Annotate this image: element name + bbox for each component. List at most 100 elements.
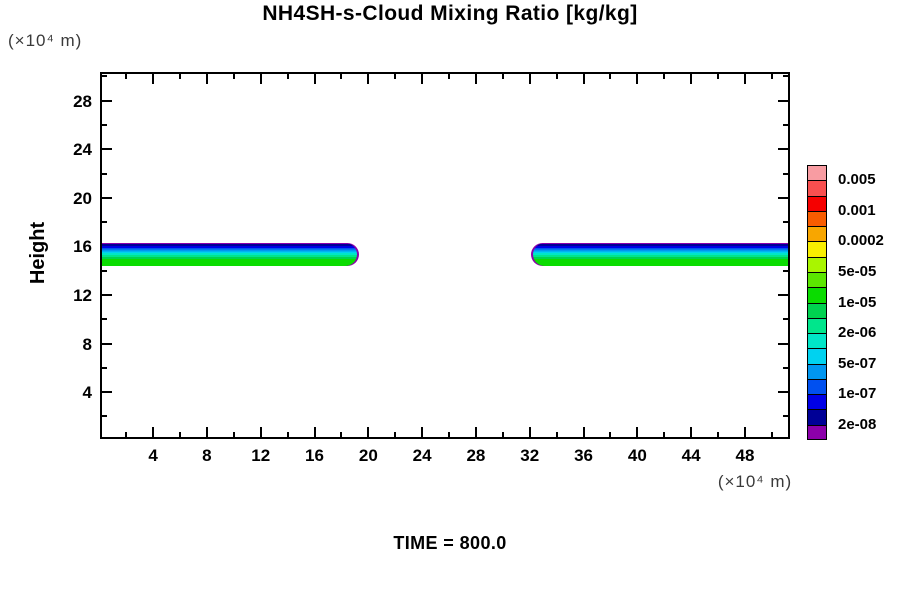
colorbar-tick-label: 2e-06 bbox=[838, 324, 877, 342]
colorbar-box bbox=[807, 364, 827, 380]
x-minor-tick bbox=[340, 74, 342, 79]
x-minor-tick bbox=[448, 74, 450, 79]
x-tick-label: 24 bbox=[412, 446, 432, 465]
x-minor-tick bbox=[502, 432, 504, 437]
x-tick-label: 40 bbox=[627, 446, 647, 465]
x-major-tick bbox=[690, 74, 692, 84]
colorbar-tick-label: 0.005 bbox=[838, 171, 876, 189]
x-major-tick bbox=[636, 427, 638, 437]
colorbar-box bbox=[807, 379, 827, 395]
x-tick-label: 16 bbox=[305, 446, 324, 465]
x-major-tick bbox=[744, 74, 746, 84]
colorbar-box bbox=[807, 348, 827, 365]
x-minor-tick bbox=[448, 432, 450, 437]
y-major-tick bbox=[778, 148, 788, 150]
x-major-tick bbox=[690, 427, 692, 437]
plot-area: 4 8 12 16 20 24 28 32 36 40 44 48 4 8 12 16 20 24 28 bbox=[73, 72, 790, 465]
time-label: TIME = 800.0 bbox=[393, 533, 507, 553]
x-minor-tick bbox=[179, 432, 181, 437]
x-minor-tick bbox=[771, 432, 773, 437]
x-tick-label: 28 bbox=[466, 446, 486, 465]
colorbar-tick-label: 1e-05 bbox=[838, 293, 877, 311]
x-major-tick bbox=[744, 427, 746, 437]
x-major-tick bbox=[475, 74, 477, 84]
x-minor-tick bbox=[609, 432, 611, 437]
x-major-tick bbox=[421, 427, 423, 437]
y-axis-unit-label: (×10⁴ m) bbox=[8, 31, 83, 50]
x-minor-tick bbox=[771, 74, 773, 79]
x-major-tick bbox=[583, 74, 585, 84]
y-minor-tick bbox=[102, 270, 107, 272]
y-minor-tick bbox=[102, 367, 107, 369]
y-minor-tick bbox=[102, 318, 107, 320]
x-major-tick bbox=[636, 74, 638, 84]
y-tick-label: 4 bbox=[82, 383, 92, 403]
x-minor-tick bbox=[556, 74, 558, 79]
y-tick-label: 12 bbox=[73, 285, 92, 305]
y-minor-tick bbox=[102, 75, 107, 77]
y-major-tick bbox=[778, 100, 788, 102]
x-minor-tick bbox=[502, 74, 504, 79]
x-major-tick bbox=[152, 74, 154, 84]
right-cloud-layer bbox=[531, 242, 788, 267]
y-major-tick bbox=[102, 197, 112, 199]
x-axis-unit-label: (×10⁴ m) bbox=[717, 472, 793, 491]
x-minor-tick bbox=[179, 74, 181, 79]
x-minor-tick bbox=[663, 74, 665, 79]
x-minor-tick bbox=[609, 74, 611, 79]
x-tick-label: 4 bbox=[148, 446, 158, 465]
x-major-tick bbox=[421, 74, 423, 84]
y-minor-tick bbox=[783, 75, 788, 77]
y-major-tick bbox=[102, 148, 112, 150]
x-minor-tick bbox=[233, 432, 235, 437]
x-tick-label: 48 bbox=[735, 446, 755, 465]
y-minor-tick bbox=[783, 367, 788, 369]
x-major-tick bbox=[529, 427, 531, 437]
x-minor-tick bbox=[663, 432, 665, 437]
x-major-tick bbox=[206, 427, 208, 437]
x-minor-tick bbox=[394, 432, 396, 437]
right-cloud-layer-gradient bbox=[533, 242, 788, 267]
x-minor-tick bbox=[287, 432, 289, 437]
y-tick-label: 24 bbox=[73, 140, 92, 160]
y-minor-tick bbox=[783, 318, 788, 320]
y-tick-label: 16 bbox=[73, 237, 92, 257]
x-minor-tick bbox=[717, 432, 719, 437]
colorbar-box bbox=[807, 425, 827, 440]
colorbar-box bbox=[807, 196, 827, 212]
y-minor-tick bbox=[783, 270, 788, 272]
x-major-tick bbox=[475, 427, 477, 437]
x-major-tick bbox=[314, 74, 316, 84]
colorbar-tick-label: 5e-05 bbox=[838, 262, 877, 280]
x-major-tick bbox=[260, 74, 262, 84]
left-cloud-layer bbox=[102, 242, 359, 267]
colorbar-box bbox=[807, 409, 827, 426]
y-minor-tick bbox=[783, 173, 788, 175]
colorbar: 0.005 0.001 0.0002 5e-05 1e-05 2e-06 5e-07 1e-0… bbox=[807, 165, 884, 440]
plot-title: NH4SH-s-Cloud Mixing Ratio [kg/kg] bbox=[262, 2, 638, 25]
x-minor-tick bbox=[125, 432, 127, 437]
y-major-tick bbox=[778, 343, 788, 345]
y-minor-tick bbox=[783, 221, 788, 223]
x-minor-tick bbox=[717, 74, 719, 79]
colorbar-tick-label: 0.001 bbox=[838, 201, 876, 219]
x-major-tick bbox=[529, 74, 531, 84]
colorbar-box bbox=[807, 180, 827, 197]
left-cloud-layer-gradient bbox=[102, 242, 357, 267]
y-major-tick bbox=[778, 391, 788, 393]
x-minor-tick bbox=[556, 432, 558, 437]
x-tick-label: 36 bbox=[574, 446, 593, 465]
y-minor-tick bbox=[102, 221, 107, 223]
colorbar-box bbox=[807, 303, 827, 319]
y-minor-tick bbox=[102, 124, 107, 126]
colorbar-box bbox=[807, 394, 827, 410]
colorbar-box bbox=[807, 241, 827, 258]
x-minor-tick bbox=[233, 74, 235, 79]
colorbar-tick-label: 5e-07 bbox=[838, 354, 877, 372]
colorbar-box bbox=[807, 211, 827, 227]
y-major-tick bbox=[778, 294, 788, 296]
x-minor-tick bbox=[340, 432, 342, 437]
y-minor-tick bbox=[102, 173, 107, 175]
y-tick-label: 28 bbox=[73, 91, 92, 111]
y-minor-tick bbox=[102, 415, 107, 417]
